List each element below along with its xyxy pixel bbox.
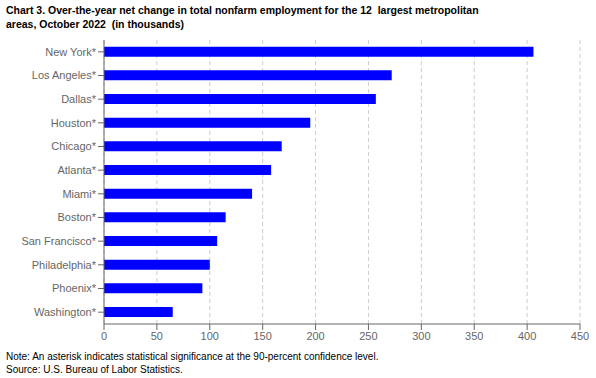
- html-text:Chart 3. Over-the-year net cha: Chart 3. Over-the-year net change in tot…: [6, 4, 479, 30]
- svg-text:Dallas*: Dallas*: [61, 93, 97, 105]
- html-text:Source: U.S. Bureau of Labor S: Source: U.S. Bureau of Labor Statistics.: [6, 364, 183, 375]
- svg-text:San Francisco*: San Francisco*: [21, 235, 96, 247]
- svg-text:Chicago*: Chicago*: [51, 140, 96, 152]
- svg-text:0: 0: [101, 330, 107, 342]
- svg-text:400: 400: [518, 330, 536, 342]
- svg-text:150: 150: [253, 330, 271, 342]
- svg-text:Miami*: Miami*: [62, 188, 96, 200]
- svg-text:450: 450: [571, 330, 588, 342]
- svg-text:Houston*: Houston*: [51, 117, 97, 129]
- svg-text:300: 300: [412, 330, 430, 342]
- svg-text:Phoenix*: Phoenix*: [52, 282, 97, 294]
- svg-text:Boston*: Boston*: [57, 211, 96, 223]
- svg-text:350: 350: [465, 330, 483, 342]
- html-text:Note: An asterisk indicates st: Note: An asterisk indicates statistical …: [6, 351, 379, 362]
- svg-text:100: 100: [201, 330, 219, 342]
- svg-text:Philadelphia*: Philadelphia*: [32, 259, 97, 271]
- svg-text:200: 200: [306, 330, 324, 342]
- svg-text:Atlanta*: Atlanta*: [57, 164, 96, 176]
- svg-text:Los Angeles*: Los Angeles*: [32, 69, 97, 81]
- svg-text:New York*: New York*: [45, 46, 96, 58]
- svg-text:50: 50: [151, 330, 163, 342]
- svg-text:250: 250: [359, 330, 377, 342]
- svg-text:Washington*: Washington*: [34, 306, 97, 318]
